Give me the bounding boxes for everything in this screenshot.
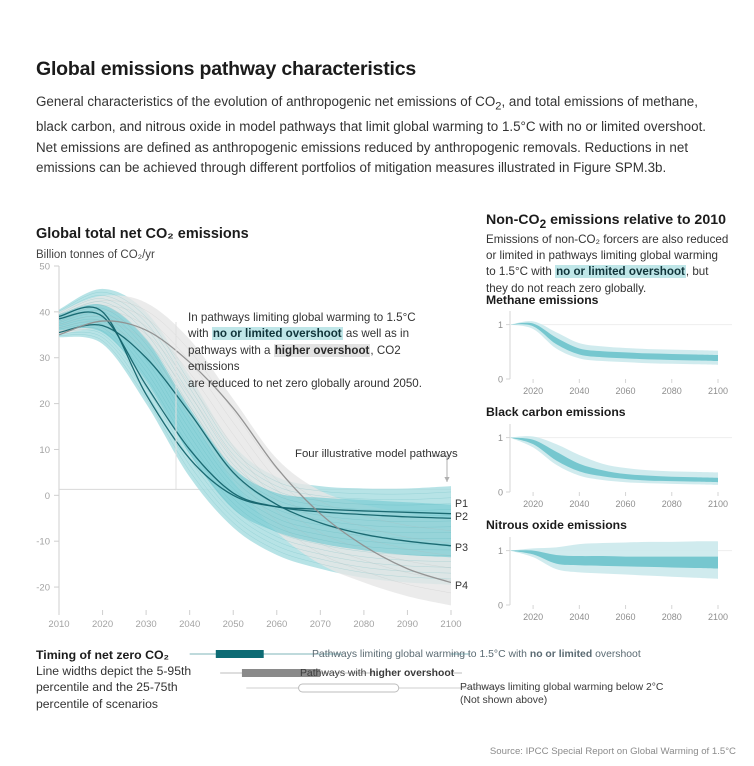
svg-text:2030: 2030 xyxy=(136,619,157,630)
svg-text:0: 0 xyxy=(498,600,503,610)
right-desc-l4: they do not reach zero globally. xyxy=(486,281,647,295)
svg-text:2050: 2050 xyxy=(223,619,244,630)
four-pathways-pointer xyxy=(430,455,448,482)
annotation-four-pathways: Four illustrative model pathways xyxy=(295,448,458,460)
black-carbon-chart-title: Black carbon emissions xyxy=(486,405,626,419)
legend-item-1-label: Pathways limiting global warming to 1.5°… xyxy=(312,648,641,661)
svg-text:2020: 2020 xyxy=(523,386,543,396)
right-panel-description: Emissions of non-CO₂ forcers are also re… xyxy=(486,232,748,297)
leg2-pre: Pathways with xyxy=(300,668,370,679)
pathway-lines xyxy=(59,306,451,584)
ann-line-2-post: as well as in xyxy=(342,327,410,341)
right-desc-l2: or limited in pathways limiting global w… xyxy=(486,249,718,263)
svg-text:-10: -10 xyxy=(36,537,50,548)
source-credit: Source: IPCC Special Report on Global Wa… xyxy=(489,746,736,757)
svg-text:2070: 2070 xyxy=(310,619,331,630)
nitrous-oxide-emissions-chart: 0 1 2020 2040 2060 2080 2100 xyxy=(498,537,732,622)
svg-text:2100: 2100 xyxy=(708,499,728,509)
svg-text:0: 0 xyxy=(45,491,50,502)
methane-chart-title: Methane emissions xyxy=(486,293,599,307)
svg-text:2100: 2100 xyxy=(708,612,728,622)
ann-line-3-post: , CO2 emissions xyxy=(188,343,401,374)
main-chart-units-label: Billion tonnes of CO₂/yr xyxy=(36,249,155,261)
svg-text:2060: 2060 xyxy=(616,499,636,509)
page-title: Global emissions pathway characteristics xyxy=(36,58,416,80)
legend-item-2-label: Pathways with higher overshoot xyxy=(300,667,454,680)
right-desc-highlight: no or limited overshoot xyxy=(555,265,686,279)
ann-line-3-pre: pathways with a xyxy=(188,343,274,357)
right-desc-l3-pre: to 1.5°C with xyxy=(486,265,556,279)
pathway-label-p3: P3 xyxy=(455,542,468,554)
pathway-label-p2: P2 xyxy=(455,511,468,523)
svg-text:2040: 2040 xyxy=(569,612,589,622)
svg-text:2100: 2100 xyxy=(708,386,728,396)
ann-line-2-pre: with xyxy=(188,327,212,341)
svg-text:2060: 2060 xyxy=(616,386,636,396)
black-carbon-emissions-chart: 0 1 2020 2040 2060 2080 2100 xyxy=(498,424,732,509)
svg-text:2020: 2020 xyxy=(92,619,113,630)
svg-text:2020: 2020 xyxy=(523,499,543,509)
svg-text:2080: 2080 xyxy=(662,499,682,509)
right-desc-l3-post: , but xyxy=(685,265,709,279)
svg-text:1: 1 xyxy=(498,320,503,330)
main-chart-title: Global total net CO₂ emissions xyxy=(36,226,249,242)
svg-text:2040: 2040 xyxy=(569,386,589,396)
svg-text:2060: 2060 xyxy=(266,619,287,630)
svg-text:1: 1 xyxy=(498,546,503,556)
svg-text:20: 20 xyxy=(39,399,50,410)
right-title-pre: Non-CO xyxy=(486,212,540,228)
right-desc-l1: Emissions of non-CO₂ forcers are also re… xyxy=(486,233,729,246)
pathway-label-p4: P4 xyxy=(455,580,468,592)
svg-text:2040: 2040 xyxy=(569,499,589,509)
svg-text:2080: 2080 xyxy=(662,386,682,396)
svg-text:2060: 2060 xyxy=(616,612,636,622)
ann-highlight-no-overshoot: no or limited overshoot xyxy=(211,327,343,341)
svg-text:2020: 2020 xyxy=(523,612,543,622)
svg-text:0: 0 xyxy=(498,487,503,497)
svg-text:2090: 2090 xyxy=(397,619,418,630)
svg-text:30: 30 xyxy=(39,353,50,364)
legend-item-3-label: Pathways limiting global warming below 2… xyxy=(460,681,663,708)
y-axis-ticks: 50 40 30 20 10 0 -10 -20 xyxy=(36,262,59,594)
right-title-post: emissions relative to 2010 xyxy=(546,212,726,228)
legend-heading: Timing of net zero CO₂ xyxy=(36,648,169,662)
leg2-bold: higher overshoot xyxy=(369,668,455,679)
leg3-l2: (Not shown above) xyxy=(460,695,548,707)
legend-subtext: Line widths depict the 5-95th percentile… xyxy=(36,664,192,711)
right-panel-title: Non-CO2 emissions relative to 2010 xyxy=(486,212,726,231)
leg1-post: overshoot xyxy=(592,649,641,660)
net-zero-timing-legend xyxy=(189,650,505,693)
leg3-l1: Pathways limiting global warming below 2… xyxy=(460,682,664,693)
four-pathways-arrowhead xyxy=(444,477,450,482)
ann-line-1: In pathways limiting global warming to 1… xyxy=(188,311,416,324)
leg1-bold: no or limited xyxy=(529,649,593,660)
pathway-label-p1: P1 xyxy=(455,498,468,510)
intro-sub-2: 2 xyxy=(495,100,502,113)
ann-line-4: are reduced to net zero globally around … xyxy=(188,376,422,390)
methane-emissions-chart: 0 1 2020 2040 2060 2080 2100 xyxy=(498,311,732,396)
svg-text:2010: 2010 xyxy=(48,619,69,630)
intro-paragraph: General characteristics of the evolution… xyxy=(36,92,720,179)
annotation-net-zero: In pathways limiting global warming to 1… xyxy=(188,310,438,392)
svg-text:0: 0 xyxy=(498,374,503,384)
svg-text:2040: 2040 xyxy=(179,619,200,630)
svg-text:40: 40 xyxy=(39,307,50,318)
x-axis-ticks: 2010 2020 2030 2040 2050 2060 2070 2080 2090 2100 xyxy=(48,610,462,630)
intro-text-b: , and total emissions of methane, black … xyxy=(36,94,707,176)
svg-text:10: 10 xyxy=(39,445,50,456)
svg-text:2080: 2080 xyxy=(662,612,682,622)
right-title-sub: 2 xyxy=(539,216,547,231)
nitrous-oxide-chart-title: Nitrous oxide emissions xyxy=(486,518,627,532)
svg-text:1: 1 xyxy=(498,433,503,443)
intro-text-a: General characteristics of the evolution… xyxy=(36,94,496,109)
ann-highlight-higher-overshoot: higher overshoot xyxy=(273,343,371,357)
svg-text:2080: 2080 xyxy=(353,619,374,630)
svg-text:50: 50 xyxy=(39,262,50,273)
svg-text:2100: 2100 xyxy=(440,619,461,630)
leg1-pre: Pathways limiting global warming to 1.5°… xyxy=(312,649,530,660)
svg-text:-20: -20 xyxy=(36,583,50,594)
